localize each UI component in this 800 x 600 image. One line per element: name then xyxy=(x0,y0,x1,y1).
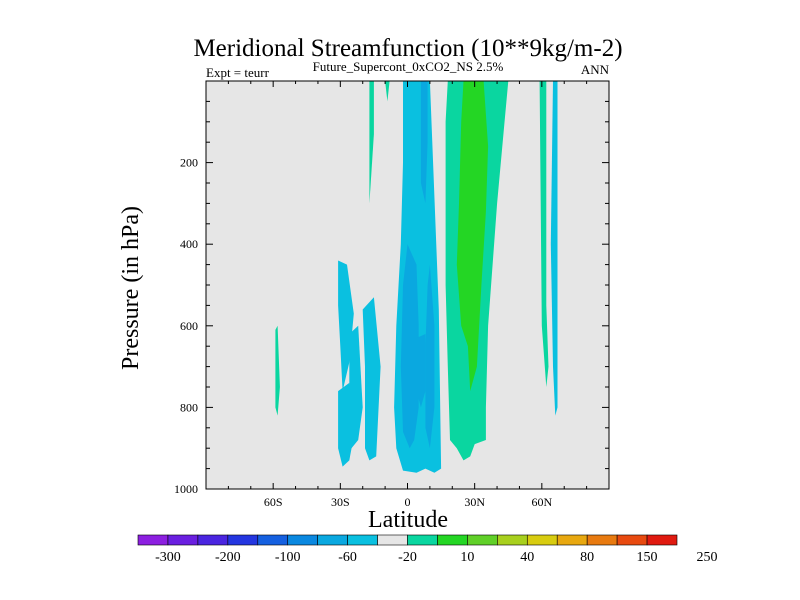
plot-area: 60S 30S 0 30N 60N 200 400 600 800 1000 xyxy=(174,80,610,509)
y-tick-label: 600 xyxy=(180,319,198,333)
contour-region xyxy=(338,260,354,392)
colorbar-swatch xyxy=(437,534,468,546)
x-axis-title: Latitude xyxy=(368,507,448,533)
colorbar-label: 40 xyxy=(520,550,534,565)
contour-region xyxy=(338,382,354,467)
colorbar-swatch xyxy=(497,534,528,546)
contour-region xyxy=(400,244,419,449)
colorbar-swatch xyxy=(287,534,318,546)
colorbar-swatch xyxy=(377,534,408,546)
x-tick-label: 30N xyxy=(464,495,485,509)
contour-region xyxy=(550,81,558,416)
colorbar: -300 -200 -100 -60 -20 10 40 80 150 250 xyxy=(137,534,717,565)
colorbar-label: 150 xyxy=(637,550,658,565)
colorbar-swatch xyxy=(467,534,498,546)
contour-region xyxy=(416,334,426,408)
chart-title: Meridional Streamfunction (10**9kg/m-2) xyxy=(193,35,622,62)
contour-region xyxy=(275,325,280,416)
y-axis-title: Pressure (in hPa) xyxy=(118,206,144,370)
contour-region xyxy=(362,297,381,461)
colorbar-swatch xyxy=(317,534,348,546)
colorbar-swatch xyxy=(137,534,169,546)
colorbar-swatch xyxy=(616,534,648,546)
colorbar-swatch xyxy=(227,534,259,546)
x-tick-label: 60S xyxy=(264,495,283,509)
contour-region xyxy=(456,81,489,392)
colorbar-label: -60 xyxy=(338,550,357,565)
y-tick-label: 1000 xyxy=(174,482,198,496)
colorbar-swatch xyxy=(526,534,558,546)
colorbar-label: -300 xyxy=(155,550,181,565)
colorbar-swatch xyxy=(586,534,618,546)
y-tick-label: 200 xyxy=(180,156,198,170)
colorbar-label: -100 xyxy=(275,550,301,565)
chart-subtitle: Future_Supercont_0xCO2_NS 2.5% xyxy=(313,59,504,74)
contour-region xyxy=(420,81,428,204)
x-tick-label: 30S xyxy=(331,495,350,509)
contour-region xyxy=(425,264,435,449)
colorbar-label: 10 xyxy=(460,550,474,565)
experiment-label: Expt = teurr xyxy=(206,65,270,80)
axis-tick-layer: 60S 30S 0 30N 60N 200 400 600 800 1000 xyxy=(174,81,609,509)
colorbar-swatch xyxy=(167,534,199,546)
season-label: ANN xyxy=(581,62,610,77)
colorbar-label: 80 xyxy=(580,550,594,565)
colorbar-label: 250 xyxy=(696,550,717,565)
colorbar-swatch xyxy=(556,534,588,546)
colorbar-swatch xyxy=(257,534,289,546)
colorbar-swatch xyxy=(407,534,438,546)
colorbar-label: -200 xyxy=(215,550,241,565)
contour-region xyxy=(385,81,390,102)
contour-fill-layer xyxy=(275,81,558,473)
x-tick-label: 0 xyxy=(405,495,411,509)
contour-region xyxy=(349,325,363,449)
contour-region xyxy=(369,81,374,204)
x-tick-label: 60N xyxy=(531,495,552,509)
contour-region xyxy=(539,81,549,387)
y-tick-label: 400 xyxy=(180,237,198,251)
y-tick-label: 800 xyxy=(180,400,198,414)
colorbar-swatch xyxy=(646,534,678,546)
colorbar-swatch xyxy=(197,534,229,546)
colorbar-swatch xyxy=(347,534,378,546)
colorbar-label: -20 xyxy=(398,550,417,565)
